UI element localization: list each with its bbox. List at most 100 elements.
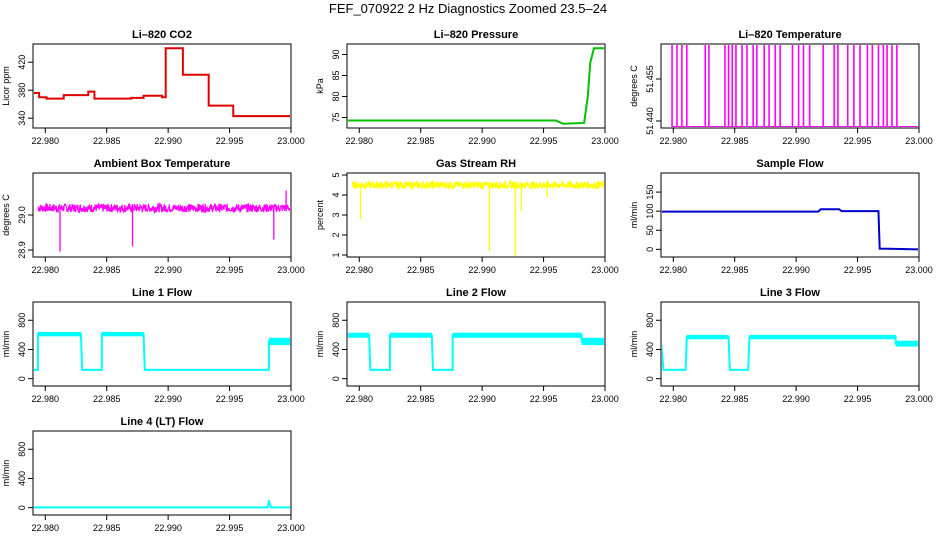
plot-frame bbox=[32, 430, 292, 516]
y-axis-label: kPa bbox=[315, 78, 325, 94]
x-tick-label: 22.985 bbox=[407, 265, 435, 275]
data-series-line bbox=[34, 47, 290, 118]
x-tick-label: 22.980 bbox=[346, 136, 374, 146]
x-tick-label: 22.995 bbox=[216, 136, 244, 146]
data-series-line bbox=[662, 208, 918, 251]
x-tick-label: 22.995 bbox=[216, 394, 244, 404]
chart-title: Line 2 Flow bbox=[446, 287, 506, 299]
y-axis-label: ml/min bbox=[629, 331, 639, 358]
y-tick-label: 800 bbox=[17, 442, 27, 457]
x-tick-label: 22.995 bbox=[844, 265, 872, 275]
y-tick-label: 51.440 bbox=[645, 107, 655, 135]
x-tick-label: 22.990 bbox=[782, 136, 810, 146]
y-tick-label: 420 bbox=[17, 55, 27, 70]
data-series-line bbox=[351, 179, 604, 191]
chart-panel-10: Line 4 (LT) Flow ml/min 22.980 22.985 22.990… bbox=[1, 416, 305, 533]
x-tick-label: 23.000 bbox=[277, 136, 305, 146]
y-tick-label: 800 bbox=[645, 313, 655, 328]
y-tick-label: 75 bbox=[331, 112, 341, 122]
x-tick-label: 22.980 bbox=[346, 394, 374, 404]
x-tick-label: 22.980 bbox=[660, 265, 688, 275]
chart-title: Line 1 Flow bbox=[132, 287, 192, 299]
x-tick-label: 22.980 bbox=[32, 265, 60, 275]
chart-title: Sample Flow bbox=[756, 158, 824, 170]
chart-title: Li–820 CO2 bbox=[132, 29, 192, 41]
y-tick-label: 0 bbox=[331, 376, 341, 381]
y-tick-label: 28.9 bbox=[17, 241, 27, 259]
y-tick-label: 80 bbox=[331, 91, 341, 101]
y-axis-label: ml/min bbox=[1, 460, 11, 487]
y-tick-label: 4 bbox=[331, 192, 341, 197]
plot-frame bbox=[32, 43, 292, 129]
x-tick-label: 22.980 bbox=[660, 136, 688, 146]
y-axis-label: Licor ppm bbox=[1, 66, 11, 106]
x-tick-label: 22.980 bbox=[32, 136, 60, 146]
y-axis-label: percent bbox=[315, 199, 325, 230]
x-tick-label: 22.985 bbox=[407, 136, 435, 146]
x-tick-label: 22.980 bbox=[346, 265, 374, 275]
x-tick-label: 22.980 bbox=[32, 394, 60, 404]
x-tick-label: 22.995 bbox=[216, 265, 244, 275]
y-tick-label: 5 bbox=[331, 172, 341, 177]
x-tick-label: 22.990 bbox=[154, 523, 182, 533]
y-tick-label: 51.455 bbox=[645, 65, 655, 93]
x-tick-label: 22.990 bbox=[782, 394, 810, 404]
chart-panel-1: Li–820 CO2 Licor ppm 22.980 22.985 22.990 22.… bbox=[1, 29, 305, 146]
x-tick-label: 23.000 bbox=[277, 394, 305, 404]
x-tick-label: 22.985 bbox=[93, 394, 121, 404]
data-series-line bbox=[348, 47, 604, 125]
y-tick-label: 400 bbox=[331, 342, 341, 357]
plot-area bbox=[37, 190, 290, 252]
plot-frame bbox=[660, 43, 920, 129]
x-tick-label: 22.980 bbox=[660, 394, 688, 404]
x-tick-label: 23.000 bbox=[905, 394, 933, 404]
plot-area bbox=[34, 331, 290, 371]
x-tick-label: 22.985 bbox=[93, 265, 121, 275]
x-tick-label: 22.995 bbox=[216, 523, 244, 533]
y-axis-label: degrees C bbox=[629, 65, 639, 107]
x-tick-label: 22.985 bbox=[721, 265, 749, 275]
x-tick-label: 23.000 bbox=[591, 394, 619, 404]
x-tick-label: 22.995 bbox=[530, 136, 558, 146]
x-tick-label: 23.000 bbox=[277, 523, 305, 533]
plot-area bbox=[34, 500, 290, 509]
x-tick-label: 22.985 bbox=[721, 136, 749, 146]
data-series-line bbox=[37, 201, 290, 215]
x-tick-label: 22.995 bbox=[530, 265, 558, 275]
y-tick-label: 85 bbox=[331, 70, 341, 80]
y-tick-label: 0 bbox=[645, 376, 655, 381]
plot-area bbox=[348, 47, 604, 125]
page-title: FEF_070922 2 Hz Diagnostics Zoomed 23.5–… bbox=[328, 1, 608, 16]
y-tick-label: 0 bbox=[17, 376, 27, 381]
y-tick-label: 90 bbox=[331, 49, 341, 59]
y-axis-label: ml/min bbox=[629, 202, 639, 229]
data-series-line bbox=[662, 336, 918, 371]
x-tick-label: 22.990 bbox=[154, 136, 182, 146]
chart-panel-4: Ambient Box Temperature degrees C 22.980 22… bbox=[1, 158, 305, 275]
y-tick-label: 400 bbox=[17, 342, 27, 357]
plot-area bbox=[348, 332, 604, 371]
plot-area bbox=[662, 334, 918, 371]
y-tick-label: 1 bbox=[331, 252, 341, 257]
data-series-line bbox=[348, 334, 604, 371]
y-tick-label: 2 bbox=[331, 232, 341, 237]
plot-frame bbox=[32, 301, 292, 387]
chart-panel-8: Line 2 Flow ml/min 22.980 22.985 22.990 22.99… bbox=[315, 287, 619, 404]
y-tick-label: 0 bbox=[17, 505, 27, 510]
y-tick-label: 0 bbox=[645, 247, 655, 252]
x-tick-label: 22.985 bbox=[407, 394, 435, 404]
x-tick-label: 22.995 bbox=[844, 136, 872, 146]
chart-title: Li–820 Pressure bbox=[434, 29, 518, 41]
x-tick-label: 23.000 bbox=[905, 136, 933, 146]
plot-area bbox=[351, 179, 604, 256]
data-series-line bbox=[34, 333, 290, 371]
chart-title: Li–820 Temperature bbox=[738, 29, 841, 41]
chart-panel-7: Line 1 Flow ml/min 22.980 22.985 22.990 22.99… bbox=[1, 287, 305, 404]
x-tick-label: 23.000 bbox=[591, 136, 619, 146]
x-tick-label: 22.990 bbox=[154, 265, 182, 275]
x-tick-label: 22.985 bbox=[93, 523, 121, 533]
y-tick-label: 29.0 bbox=[17, 206, 27, 224]
x-tick-label: 22.990 bbox=[782, 265, 810, 275]
y-tick-label: 800 bbox=[331, 313, 341, 328]
